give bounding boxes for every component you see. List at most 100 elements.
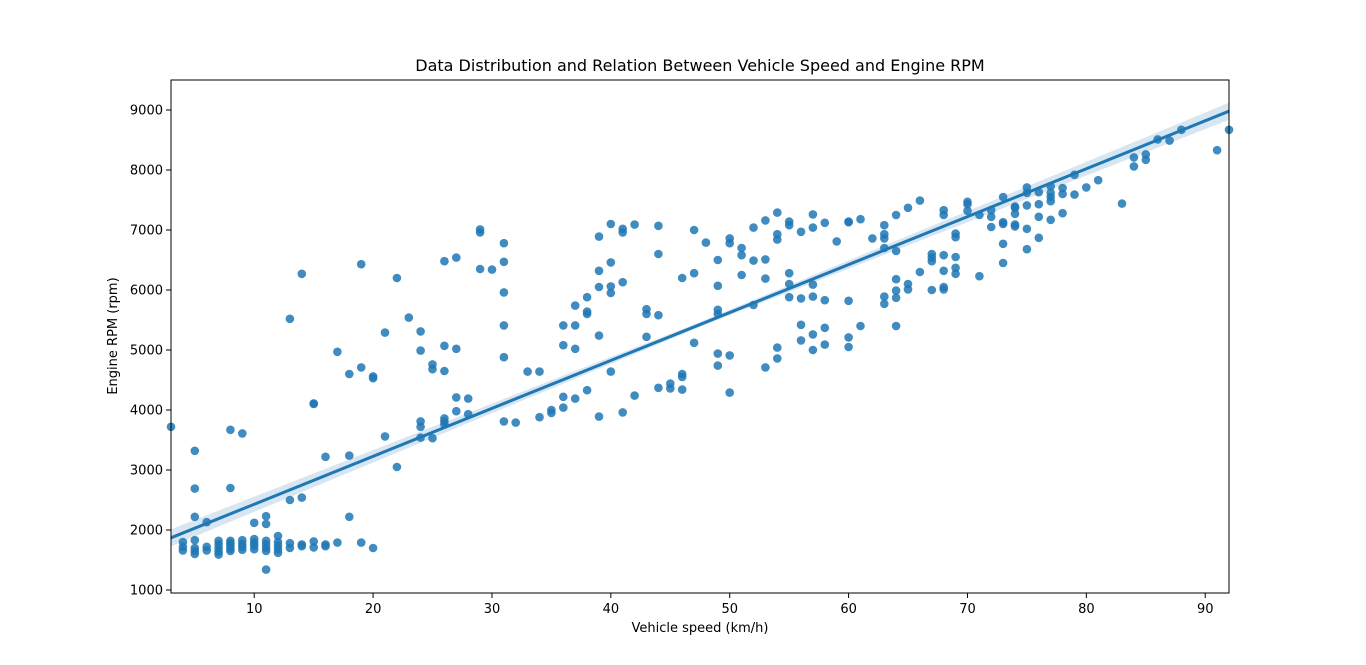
scatter-point: [761, 255, 770, 264]
scatter-point: [1034, 199, 1044, 209]
chart-title: Data Distribution and Relation Between V…: [415, 56, 984, 75]
scatter-point: [1117, 199, 1127, 208]
scatter-point: [1010, 209, 1020, 219]
scatter-point: [737, 250, 746, 260]
scatter-point: [261, 546, 271, 556]
scatter-point: [963, 199, 972, 209]
scatter-point: [1058, 208, 1067, 218]
scatter-point: [820, 323, 830, 333]
scatter-point: [499, 417, 509, 426]
scatter-point: [475, 228, 485, 237]
scatter-point: [1034, 233, 1044, 243]
scatter-point: [416, 327, 425, 336]
scatter-point: [868, 234, 877, 243]
scatter-point: [440, 256, 449, 266]
scatter-point: [654, 383, 663, 393]
scatter-point: [499, 238, 509, 248]
scatter-point: [784, 268, 794, 278]
scatter-point: [891, 246, 901, 256]
scatter-point: [677, 273, 687, 283]
scatter-point: [975, 271, 984, 281]
scatter-point: [190, 549, 200, 559]
scatter-point: [594, 232, 604, 241]
scatter-point: [654, 221, 663, 231]
plot-frame: [170, 79, 1230, 594]
scatter-point: [249, 544, 259, 554]
scatter-point: [261, 519, 271, 529]
scatter-point: [939, 266, 948, 276]
scatter-point: [463, 394, 473, 403]
scatter-point: [796, 336, 806, 345]
scatter-point: [190, 484, 200, 493]
scatter-point: [998, 258, 1008, 268]
scatter-point: [309, 543, 319, 552]
scatter-point: [333, 538, 342, 547]
scatter-point: [630, 391, 639, 400]
scatter-point: [452, 406, 461, 416]
scatter-point: [285, 543, 295, 553]
scatter-point: [452, 393, 461, 402]
scatter-point: [844, 342, 853, 352]
scatter-point: [1046, 196, 1055, 206]
scatter-point: [535, 367, 544, 376]
x-tick-label: 90: [1197, 602, 1214, 617]
scatter-point: [499, 288, 509, 297]
scatter-point: [309, 399, 319, 409]
scatter-point: [452, 344, 461, 354]
scatter-point: [891, 286, 901, 295]
scatter-point: [796, 320, 806, 330]
scatter-point: [261, 565, 271, 574]
scatter-point: [725, 238, 734, 248]
scatter-point: [345, 451, 354, 460]
scatter-point: [570, 344, 580, 354]
scatter-point: [880, 292, 889, 301]
scatter-point: [475, 264, 485, 274]
scatter-point: [1010, 222, 1020, 231]
scatter-point: [713, 255, 723, 265]
scatter-point: [226, 546, 235, 556]
scatter-point: [499, 321, 509, 330]
scatter-point: [547, 408, 556, 418]
scatter-point: [1093, 175, 1103, 185]
scatter-point: [808, 330, 818, 339]
scatter-point: [951, 252, 960, 262]
scatter-point: [689, 225, 699, 235]
scatter-point: [689, 268, 699, 278]
scatter-point: [345, 369, 354, 379]
x-tick-label: 40: [603, 602, 620, 617]
scatter-point: [939, 250, 948, 260]
scatter-point: [582, 385, 592, 395]
scatter-point: [1046, 215, 1055, 225]
scatter-point: [570, 321, 580, 330]
scatter-point: [880, 234, 889, 243]
scatter-point: [998, 239, 1008, 249]
scatter-point: [808, 223, 818, 232]
scatter-point: [630, 220, 639, 229]
scatter-point: [737, 243, 746, 253]
scatter-point: [915, 267, 925, 277]
scatter-point: [749, 256, 758, 265]
scatter-point: [582, 292, 592, 302]
scatter-point: [856, 321, 865, 331]
scatter-point: [606, 219, 616, 229]
scatter-point: [1212, 145, 1222, 155]
scatter-point: [606, 367, 616, 376]
scatter-point: [903, 203, 913, 213]
scatter-point: [713, 349, 723, 358]
scatter-point: [891, 210, 901, 220]
regression-line-layer: [170, 109, 1230, 540]
x-tick-label: 30: [484, 602, 501, 617]
scatter-point: [202, 546, 211, 555]
y-axis-ticks: 1000 2000 3000 4000 5000 6000 7000 8000 9000: [130, 104, 171, 599]
scatter-point: [1129, 162, 1139, 171]
scatter-point: [535, 412, 544, 422]
scatter-point: [808, 292, 818, 301]
scatter-point: [998, 219, 1008, 229]
y-tick-label: 2000: [130, 524, 163, 539]
scatter-point: [666, 384, 675, 393]
y-tick-label: 5000: [130, 344, 163, 359]
scatter-point: [677, 385, 687, 394]
scatter-point: [452, 253, 461, 262]
scatter-point: [654, 249, 663, 259]
scatter-points: [166, 125, 1234, 574]
